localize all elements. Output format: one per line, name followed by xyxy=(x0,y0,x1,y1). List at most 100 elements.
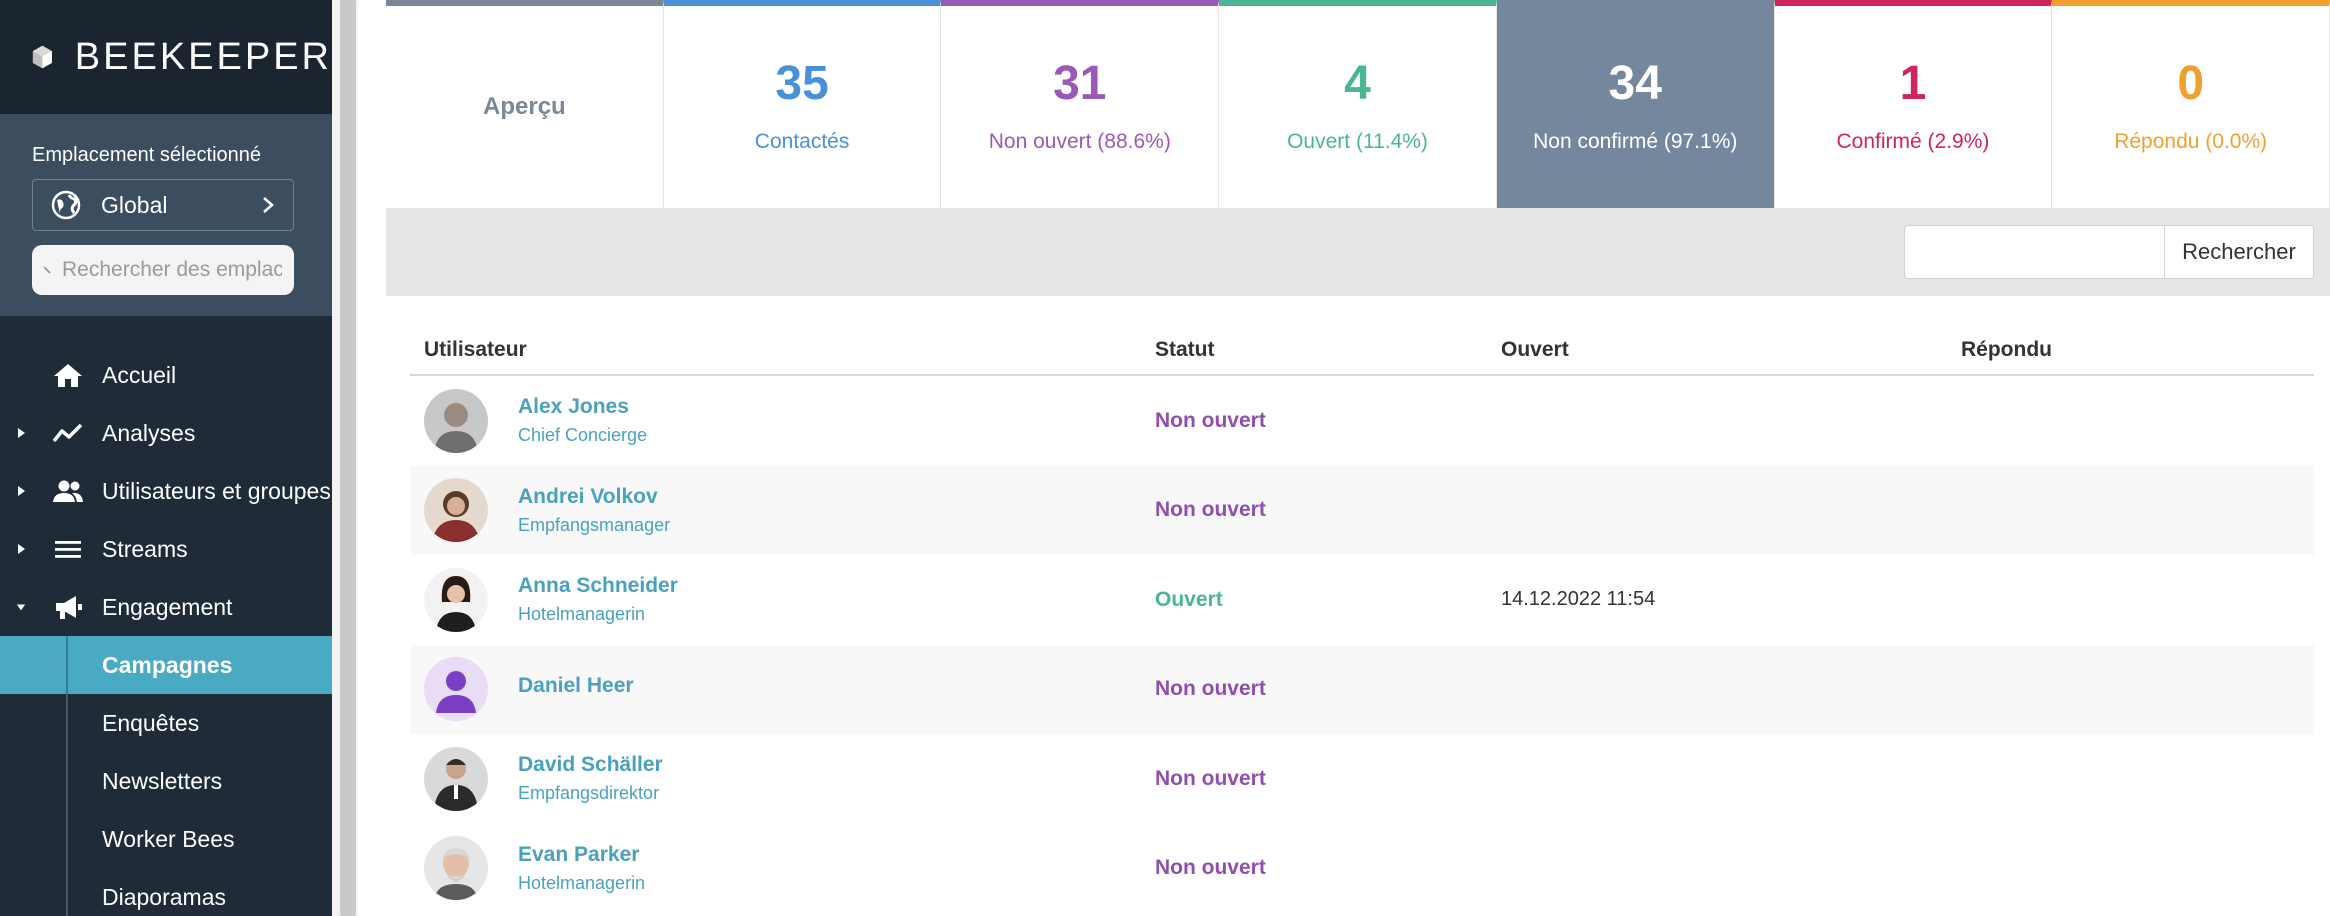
stat-value: 35 xyxy=(775,57,829,110)
home-icon xyxy=(54,364,82,387)
engagement-submenu: Campagnes Enquêtes Newsletters Worker Be… xyxy=(0,636,332,916)
nav-subitem-diaporamas[interactable]: Diaporamas xyxy=(102,883,226,910)
nav-label: Streams xyxy=(102,535,188,562)
nav-label: Accueil xyxy=(102,361,177,388)
campaign-stats: Aperçu 35 Contactés 31 Non ouvert (88.6%… xyxy=(386,0,2330,222)
user-name-link[interactable]: Alex Jones xyxy=(518,395,629,419)
stat-tab-non-ouvert[interactable]: 31 Non ouvert (88.6%) xyxy=(941,0,1220,208)
stat-label: Ouvert (11.4%) xyxy=(1287,130,1428,153)
avatar xyxy=(424,388,488,453)
nav-subitem-enquetes[interactable]: Enquêtes xyxy=(102,709,200,736)
nav-subitem-worker-bees[interactable]: Worker Bees xyxy=(102,825,235,852)
chart-line-icon xyxy=(52,423,83,443)
user-name-link[interactable]: Daniel Heer xyxy=(518,674,634,698)
nav-subitem-newsletters[interactable]: Newsletters xyxy=(102,767,223,794)
user-role: Hotelmanagerin xyxy=(518,604,646,625)
stat-label: Contactés xyxy=(754,130,850,153)
stat-value: 31 xyxy=(1053,57,1107,110)
user-name-link[interactable]: David Schäller xyxy=(518,753,663,777)
caret-down-icon xyxy=(16,604,26,611)
user-name-link[interactable]: Evan Parker xyxy=(518,842,640,866)
table-row: Evan Parker Hotelmanagerin Non ouvert xyxy=(410,824,2314,914)
nav-item-analyses[interactable]: Analyses xyxy=(0,404,332,462)
user-name-link[interactable]: Anna Schneider xyxy=(518,574,678,598)
sidebar: BEEKEEPER Emplacement sélectionné Global xyxy=(0,0,332,916)
opened-timestamp: 14.12.2022 11:54 xyxy=(1501,588,1656,611)
user-role: Chief Concierge xyxy=(518,425,648,446)
search-button[interactable]: Rechercher xyxy=(2164,225,2314,279)
status-badge: Ouvert xyxy=(1155,587,1223,611)
stat-tab-repondu[interactable]: 0 Répondu (0.0%) xyxy=(2052,0,2330,208)
megaphone-icon xyxy=(56,596,82,619)
scrollbar[interactable] xyxy=(340,0,356,916)
nav-item-streams[interactable]: Streams xyxy=(0,520,332,578)
nav-item-engagement[interactable]: Engagement xyxy=(0,578,332,636)
chevron-right-icon xyxy=(263,197,274,213)
nav-item-accueil[interactable]: Accueil xyxy=(0,346,332,404)
stat-value: 0 xyxy=(2177,57,2205,110)
users-icon xyxy=(53,480,83,502)
location-label: Emplacement sélectionné xyxy=(32,144,262,166)
recipients-table: Utilisateur Statut Ouvert Répondu Alex J… xyxy=(386,296,2330,913)
table-row: Andrei Volkov Empfangsmanager Non ouvert xyxy=(410,465,2314,555)
status-badge: Non ouvert xyxy=(1155,766,1266,790)
stat-tab-non-confirme[interactable]: 34 Non confirmé (97.1%) xyxy=(1496,0,1775,222)
table-row: Daniel Heer Non ouvert xyxy=(410,644,2314,734)
beekeeper-logo-icon xyxy=(32,45,52,69)
stat-value: 34 xyxy=(1608,57,1662,110)
table-row: David Schäller Empfangsdirektor Non ouve… xyxy=(410,734,2314,824)
brand-header: BEEKEEPER xyxy=(0,0,332,114)
search-icon xyxy=(43,266,51,274)
brand-name: BEEKEEPER xyxy=(74,35,332,78)
nav-item-utilisateurs[interactable]: Utilisateurs et groupes xyxy=(0,462,332,520)
location-selector-button[interactable]: Global xyxy=(32,179,294,231)
nav-label: Engagement xyxy=(102,593,233,620)
nav-label: Analyses xyxy=(102,419,196,446)
stat-label: Répondu (0.0%) xyxy=(2114,130,2268,153)
location-current: Global xyxy=(101,191,168,218)
user-name-link[interactable]: Andrei Volkov xyxy=(518,484,658,508)
stat-label: Non confirmé (97.1%) xyxy=(1533,130,1738,153)
header-status[interactable]: Statut xyxy=(1155,338,1215,361)
avatar xyxy=(424,746,488,811)
list-icon xyxy=(55,541,81,558)
submenu-line xyxy=(66,636,68,916)
location-search-input[interactable] xyxy=(62,258,282,282)
header-user[interactable]: Utilisateur xyxy=(424,338,527,361)
filter-toolbar: Rechercher xyxy=(386,208,2330,296)
avatar xyxy=(424,836,488,901)
caret-right-icon xyxy=(18,428,25,438)
user-role: Empfangsdirektor xyxy=(518,783,660,804)
header-replied[interactable]: Répondu xyxy=(1961,338,2052,361)
user-role: Hotelmanagerin xyxy=(518,872,646,893)
user-search-input[interactable] xyxy=(1904,225,2164,279)
status-badge: Non ouvert xyxy=(1155,677,1266,701)
avatar xyxy=(424,567,488,632)
stat-tab-contactes[interactable]: 35 Contactés xyxy=(663,0,942,208)
globe-icon xyxy=(51,190,81,220)
avatar-placeholder-icon xyxy=(424,657,488,722)
caret-right-icon xyxy=(18,486,25,496)
main-nav: Accueil Analyses Utilisateurs et groupes xyxy=(0,316,332,916)
stat-label: Aperçu xyxy=(483,93,566,120)
header-opened[interactable]: Ouvert xyxy=(1501,338,1569,361)
stat-label: Confirmé (2.9%) xyxy=(1836,130,1990,153)
location-search[interactable] xyxy=(32,245,294,295)
table-row: Alex Jones Chief Concierge Non ouvert xyxy=(410,376,2314,466)
status-badge: Non ouvert xyxy=(1155,498,1266,522)
user-search: Rechercher xyxy=(1904,225,2314,279)
stat-tab-confirme[interactable]: 1 Confirmé (2.9%) xyxy=(1774,0,2053,208)
stat-tab-apercu[interactable]: Aperçu xyxy=(386,0,664,208)
status-badge: Non ouvert xyxy=(1155,408,1266,432)
nav-label: Utilisateurs et groupes xyxy=(102,477,331,504)
table-row: Anna Schneider Hotelmanagerin Ouvert 14.… xyxy=(410,555,2314,645)
status-badge: Non ouvert xyxy=(1155,856,1266,880)
user-role: Empfangsmanager xyxy=(518,514,671,535)
stat-tab-ouvert[interactable]: 4 Ouvert (11.4%) xyxy=(1219,0,1497,208)
stat-value: 4 xyxy=(1344,57,1371,110)
avatar xyxy=(424,478,488,543)
nav-subitem-campagnes[interactable]: Campagnes xyxy=(0,636,332,694)
location-panel: Emplacement sélectionné Global xyxy=(0,114,332,316)
main-content: Aperçu 35 Contactés 31 Non ouvert (88.6%… xyxy=(386,0,2330,916)
caret-right-icon xyxy=(18,544,25,554)
